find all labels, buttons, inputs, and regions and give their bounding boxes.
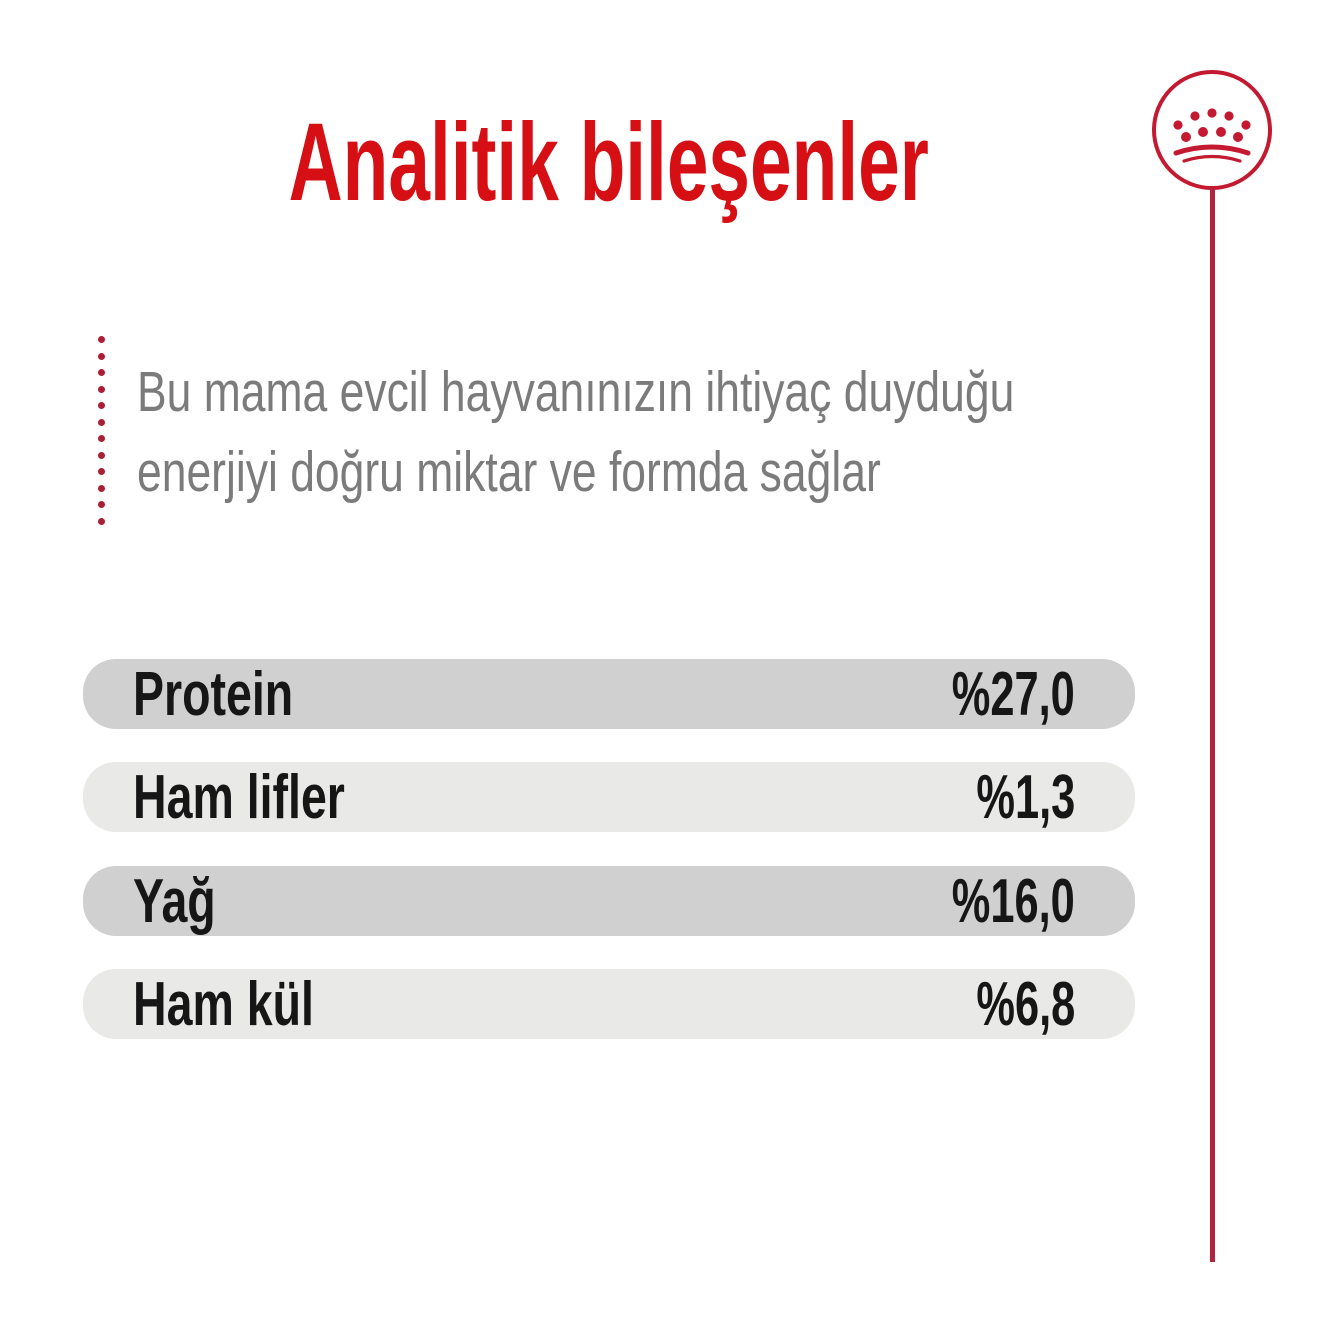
row-value: %1,3 <box>976 762 1075 832</box>
dotted-line-decoration <box>97 336 105 534</box>
table-row-ham-kul: Ham kül %6,8 <box>83 969 1135 1039</box>
red-dot <box>97 369 105 376</box>
red-dot <box>97 451 105 459</box>
red-dot <box>97 385 105 393</box>
intro-line-2: enerjiyi doğru miktar ve formda sağlar <box>137 440 881 504</box>
red-dot <box>97 336 105 343</box>
row-label: Ham kül <box>133 969 314 1039</box>
intro-text: Bu mama evcil hayvanınızın ihtiyaç duydu… <box>137 352 1262 512</box>
table-row-ham-lifler: Ham lifler %1,3 <box>83 762 1135 832</box>
red-dot <box>97 484 105 492</box>
red-dot <box>97 402 105 409</box>
page-title-text: Analitik bileşenler <box>288 101 930 224</box>
red-dot <box>97 352 105 360</box>
table-row-protein: Protein %27,0 <box>83 659 1135 729</box>
red-dot <box>97 517 105 525</box>
page-title: Analitik bileşenler <box>83 108 1135 218</box>
intro-line-1: Bu mama evcil hayvanınızın ihtiyaç duydu… <box>137 360 1015 424</box>
row-label: Ham lifler <box>133 762 345 832</box>
row-value: %16,0 <box>951 866 1075 936</box>
red-dot <box>97 418 105 426</box>
row-label: Yağ <box>133 866 216 936</box>
crown-icon <box>1173 108 1251 163</box>
table-row-yag: Yağ %16,0 <box>83 866 1135 936</box>
red-dot <box>97 468 105 475</box>
red-dot <box>97 435 105 442</box>
vertical-line-decoration <box>1210 188 1215 1262</box>
row-label: Protein <box>133 659 294 729</box>
royal-canin-logo <box>1152 70 1272 190</box>
red-dot <box>97 501 105 508</box>
row-value: %27,0 <box>951 659 1075 729</box>
row-value: %6,8 <box>976 969 1075 1039</box>
